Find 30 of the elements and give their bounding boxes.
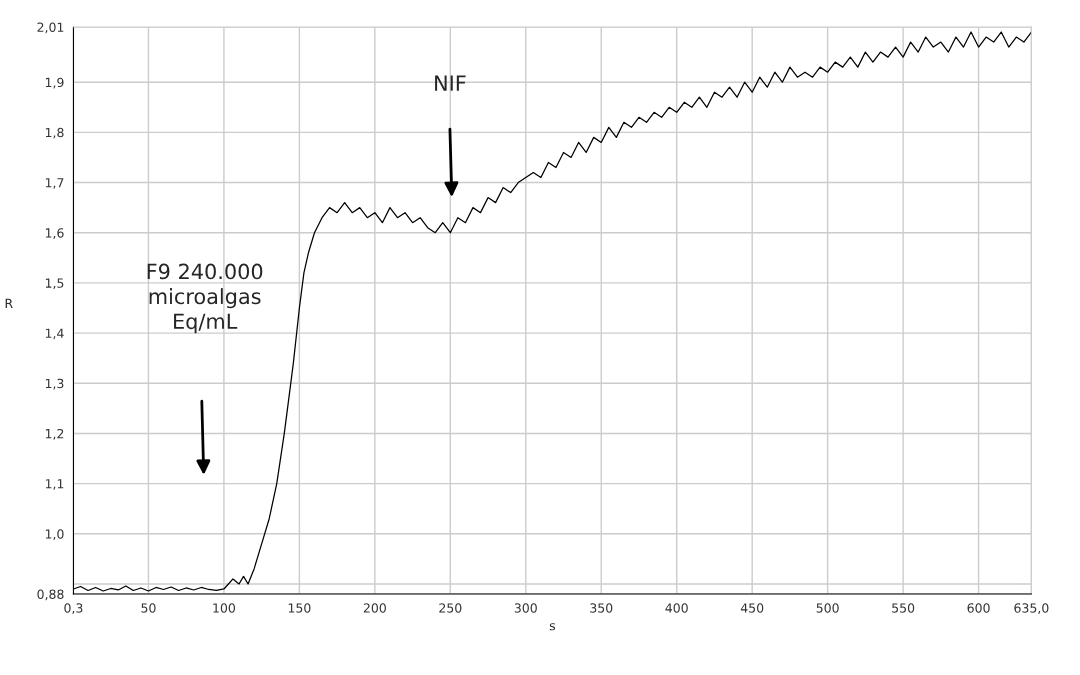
x-tick-label: 635,0	[1014, 603, 1049, 614]
y-tick-label: 1,8	[45, 127, 64, 139]
x-tick-label: 100	[213, 603, 236, 613]
y-tick-label: 1,4	[45, 328, 64, 340]
x-tick-label: 250	[439, 603, 462, 613]
y-tick-label: 1,5	[45, 278, 64, 290]
x-tick-label: 350	[590, 603, 613, 613]
x-tick-label: 400	[665, 603, 688, 613]
x-tick-label: 150	[288, 603, 311, 613]
y-tick-label: 1,7	[45, 178, 64, 189]
y-tick-label: 1,1	[45, 479, 64, 490]
x-tick-label: 600	[967, 603, 990, 613]
annotation: F9 240.000 microalgas Eq/mL	[147, 263, 263, 334]
y-tick-label: 2,01	[37, 22, 64, 34]
y-axis-title: R	[5, 298, 13, 308]
y-tick-label: 1,2	[45, 428, 64, 440]
x-tick-label: 550	[892, 603, 915, 613]
y-tick-label: 1,0	[45, 529, 64, 540]
x-tick-label: 300	[514, 603, 537, 613]
x-tick-label: 200	[363, 603, 386, 613]
y-tick-label: 1,6	[45, 228, 64, 239]
y-tick-label: 1,9	[45, 77, 64, 89]
annotation: NIF	[435, 75, 466, 91]
x-tick-label: 500	[816, 603, 839, 613]
y-tick-label: 1,3	[45, 378, 64, 390]
x-axis-title: s	[549, 623, 556, 631]
x-tick-label: 0,3	[64, 603, 83, 614]
y-tick-label: 0,88	[37, 589, 64, 601]
x-tick-label: 450	[740, 603, 764, 613]
x-tick-label: 50	[141, 603, 156, 613]
